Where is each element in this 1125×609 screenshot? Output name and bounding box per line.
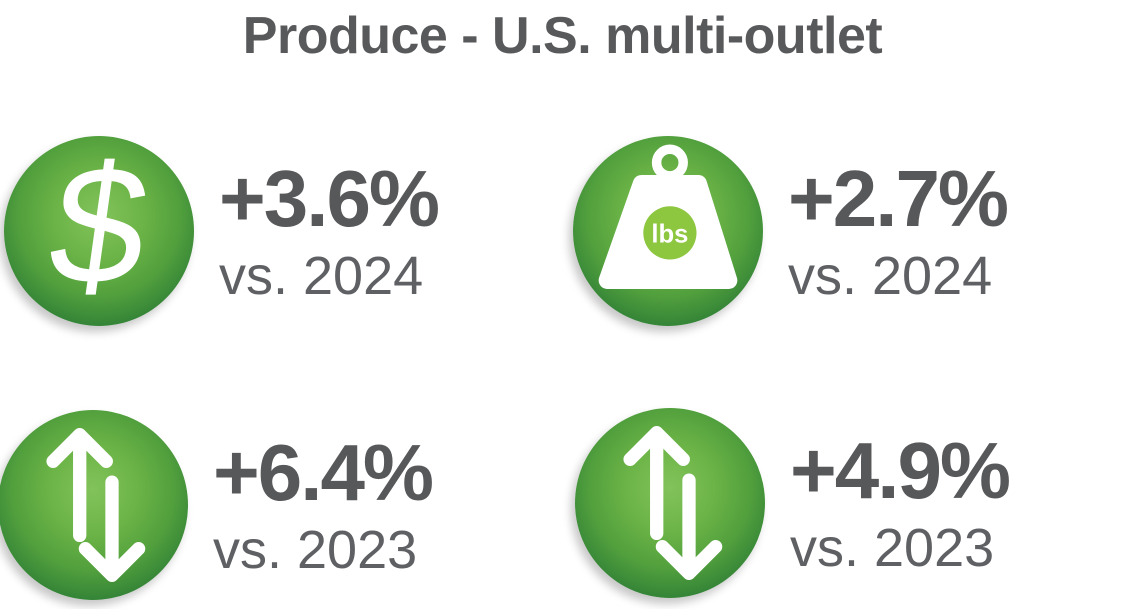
stat-value: +3.6% bbox=[219, 154, 440, 243]
stat-lbs-vs-2024: lbs +2.7% vs. 2024 bbox=[573, 136, 1009, 326]
stat-text: +6.4% vs. 2023 bbox=[213, 428, 434, 580]
weight-lbs-icon-svg: lbs bbox=[598, 144, 738, 289]
stat-comparison-label: vs. 2023 bbox=[790, 518, 995, 578]
stat-value: +2.7% bbox=[788, 154, 1009, 243]
up-down-arrows-icon bbox=[575, 408, 765, 598]
up-down-arrows-icon-svg bbox=[46, 428, 146, 582]
page-title: Produce - U.S. multi-outlet bbox=[242, 7, 883, 65]
dollar-icon: $ bbox=[4, 131, 194, 326]
stat-text: +4.9% vs. 2023 bbox=[790, 426, 1011, 578]
stat-lbs-vs-2023: +4.9% vs. 2023 bbox=[575, 408, 1011, 598]
lbs-badge-label: lbs bbox=[651, 220, 688, 248]
stat-text: +2.7% vs. 2024 bbox=[788, 154, 1009, 306]
stat-comparison-label: vs. 2023 bbox=[213, 520, 418, 580]
weight-lbs-icon: lbs bbox=[573, 136, 763, 326]
stat-text: +3.6% vs. 2024 bbox=[219, 154, 440, 306]
stat-value: +6.4% bbox=[213, 428, 434, 517]
stat-value: +4.9% bbox=[790, 426, 1011, 515]
stat-dollar-vs-2024: $ +3.6% vs. 2024 bbox=[4, 131, 440, 326]
stat-dollar-vs-2023: +6.4% vs. 2023 bbox=[0, 410, 434, 600]
up-down-arrows-icon-svg bbox=[623, 426, 723, 580]
up-down-arrows-icon bbox=[0, 410, 188, 600]
dollar-sign-glyph: $ bbox=[39, 131, 160, 319]
stat-comparison-label: vs. 2024 bbox=[219, 246, 424, 306]
stat-comparison-label: vs. 2024 bbox=[788, 246, 993, 306]
